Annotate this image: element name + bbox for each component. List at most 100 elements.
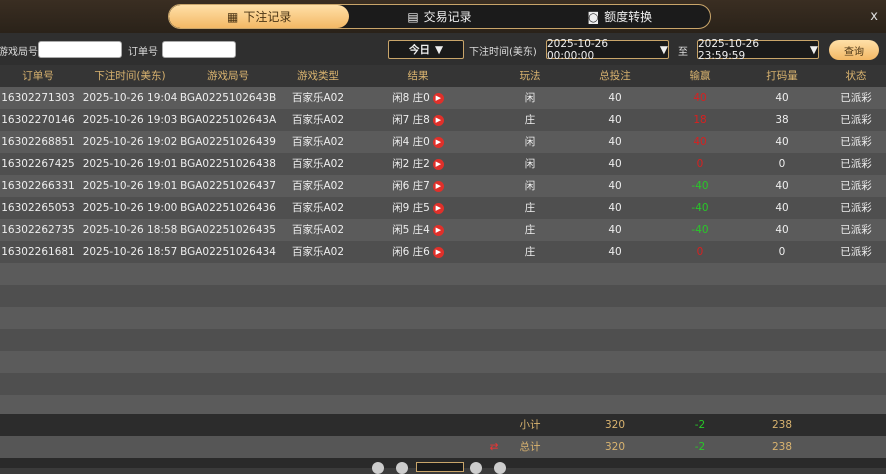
result-text: 闲2 庄2 — [392, 158, 430, 170]
total-bet-text: 40 — [608, 246, 622, 258]
play-replay-icon[interactable]: ▶ — [432, 114, 444, 126]
cell-order-no: 16302268851 — [0, 131, 76, 153]
game-type-text: 百家乐A02 — [291, 202, 345, 214]
page-input[interactable] — [416, 462, 464, 472]
cell-result: 闲5 庄4 ▶ — [370, 219, 466, 241]
valid-bet-text: 40 — [775, 92, 789, 104]
cell-bet-time: 2025-10-26 18:58 — [80, 219, 180, 241]
header-status: 状态 — [845, 70, 867, 82]
total-bet-text: 40 — [608, 158, 622, 170]
cell-win-loss: -40 — [665, 219, 735, 241]
game-type-text: 百家乐A02 — [291, 92, 345, 104]
bet-time-text: 2025-10-26 19:01 — [82, 158, 178, 170]
period-select[interactable]: 今日 ▼ — [388, 40, 464, 59]
bet-type-text: 闲 — [524, 180, 536, 192]
close-icon[interactable]: x — [870, 9, 878, 24]
cell-bet-type: 闲 — [500, 153, 560, 175]
play-replay-icon[interactable]: ▶ — [432, 180, 444, 192]
tab-credit-transfer[interactable]: ◙ 额度转换 — [587, 9, 653, 25]
cell-game-type: 百家乐A02 — [278, 109, 358, 131]
document-icon: ▤ — [407, 9, 419, 24]
cell-status: 已派彩 — [826, 153, 886, 175]
last-page-button[interactable] — [494, 462, 506, 474]
total-valid: 238 — [771, 441, 793, 453]
status-text: 已派彩 — [840, 224, 872, 236]
cell-result: 闲7 庄8 ▶ — [370, 109, 466, 131]
game-round-text: BGA02251026437 — [180, 180, 276, 192]
cell-valid-bet: 40 — [747, 175, 817, 197]
status-text: 已派彩 — [840, 114, 872, 126]
play-replay-icon[interactable]: ▶ — [432, 246, 444, 258]
play-replay-icon[interactable]: ▶ — [432, 202, 444, 214]
header-game-round: 游戏局号 — [207, 70, 249, 82]
cell-game-type: 百家乐A02 — [278, 219, 358, 241]
query-button[interactable]: 查询 — [829, 40, 879, 60]
cell-bet-time: 2025-10-26 19:02 — [80, 131, 180, 153]
win-loss-text: 0 — [696, 158, 704, 170]
play-replay-icon[interactable]: ▶ — [432, 92, 444, 104]
result-text: 闲7 庄8 — [392, 114, 430, 126]
play-replay-icon[interactable]: ▶ — [432, 158, 444, 170]
valid-bet-text: 40 — [775, 136, 789, 148]
game-round-input[interactable] — [38, 41, 122, 58]
game-round-text: BGA02251026435 — [180, 224, 276, 236]
cell-win-loss: 0 — [665, 241, 735, 263]
valid-bet-text: 40 — [775, 202, 789, 214]
cell-valid-bet: 40 — [747, 87, 817, 109]
cell-win-loss: 0 — [665, 153, 735, 175]
table-row: 16302267425 2025-10-26 19:01 BGA0225102643… — [0, 153, 886, 175]
cell-game-type: 百家乐A02 — [278, 87, 358, 109]
tab-bet-records[interactable]: ▦ 下注记录 — [169, 5, 350, 28]
game-type-text: 百家乐A02 — [291, 180, 345, 192]
cell-total-bet: 40 — [580, 241, 650, 263]
win-loss-text: 40 — [693, 136, 707, 148]
cell-bet-time: 2025-10-26 19:01 — [80, 153, 180, 175]
cell-bet-type: 闲 — [500, 131, 560, 153]
order-no-text: 16302267425 — [1, 158, 75, 170]
empty-row — [0, 329, 886, 351]
game-type-text: 百家乐A02 — [291, 114, 345, 126]
play-replay-icon[interactable]: ▶ — [432, 136, 444, 148]
cell-game-type: 百家乐A02 — [278, 175, 358, 197]
header-game-type: 游戏类型 — [297, 70, 339, 82]
header-valid-bet: 打码量 — [766, 70, 798, 82]
valid-bet-text: 0 — [778, 246, 786, 258]
cell-result: 闲8 庄0 ▶ — [370, 87, 466, 109]
total-bet: 320 — [604, 441, 626, 453]
play-replay-icon[interactable]: ▶ — [432, 224, 444, 236]
prev-page-button[interactable] — [396, 462, 408, 474]
game-round-label: 游戏局号 — [0, 47, 38, 58]
bet-type-text: 闲 — [524, 136, 536, 148]
cell-bet-type: 庄 — [500, 109, 560, 131]
bet-time-text: 2025-10-26 19:00 — [82, 202, 178, 214]
first-page-button[interactable] — [372, 462, 384, 474]
status-text: 已派彩 — [840, 202, 872, 214]
next-page-button[interactable] — [470, 462, 482, 474]
header-result: 结果 — [407, 70, 429, 82]
total-row: ⇄ 总计 320 -2 238 — [0, 436, 886, 458]
order-no-text: 16302266331 — [1, 180, 75, 192]
order-no-text: 16302262735 — [1, 224, 75, 236]
status-text: 已派彩 — [840, 158, 872, 170]
table-row: 16302270146 2025-10-26 19:03 BGA0225102643… — [0, 109, 886, 131]
win-loss-text: -40 — [691, 224, 709, 236]
cell-total-bet: 40 — [580, 131, 650, 153]
total-bet-text: 40 — [608, 180, 622, 192]
cell-status: 已派彩 — [826, 131, 886, 153]
empty-row — [0, 395, 886, 417]
end-time-select[interactable]: 2025-10-26 23:59:59 ▼ — [697, 37, 819, 62]
order-no-text: 16302268851 — [1, 136, 75, 148]
cell-status: 已派彩 — [826, 175, 886, 197]
empty-row — [0, 263, 886, 285]
game-round-text: BGA02251026434 — [180, 246, 276, 258]
cell-order-no: 16302270146 — [0, 109, 76, 131]
tab-transaction-records[interactable]: ▤ 交易记录 — [407, 9, 472, 25]
order-input[interactable] — [162, 41, 236, 58]
order-no-text: 16302270146 — [1, 114, 75, 126]
cell-status: 已派彩 — [826, 241, 886, 263]
refresh-icon[interactable]: ⇄ — [489, 441, 499, 453]
start-time-select[interactable]: 2025-10-26 00:00:00 ▼ — [546, 37, 669, 62]
cell-valid-bet: 40 — [747, 197, 817, 219]
cell-order-no: 16302261681 — [0, 241, 76, 263]
subtotal-win: -2 — [694, 419, 706, 431]
